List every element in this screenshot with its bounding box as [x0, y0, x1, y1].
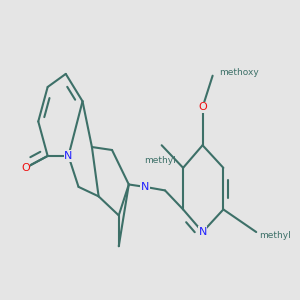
- Text: methyl: methyl: [144, 156, 176, 165]
- Text: O: O: [198, 102, 207, 112]
- Text: N: N: [141, 182, 149, 192]
- Text: methyl: methyl: [259, 230, 291, 239]
- Text: O: O: [21, 163, 30, 173]
- Text: N: N: [64, 151, 73, 161]
- Text: N: N: [198, 227, 207, 237]
- Text: methoxy: methoxy: [219, 68, 258, 77]
